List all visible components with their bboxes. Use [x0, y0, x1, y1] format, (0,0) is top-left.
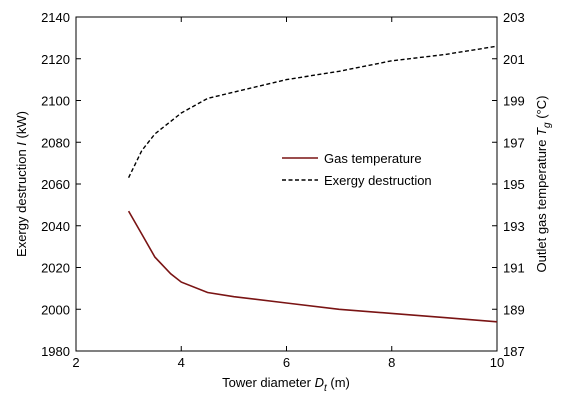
legend-label-exergy-destruction: Exergy destruction: [324, 173, 432, 188]
y-left-tick-label: 2080: [41, 135, 70, 150]
ticks-layer: 2 4 6 8 10 1980 2000 2020 2040 2060 2080 2100 2120 21…: [41, 10, 525, 370]
y-left-tick-label: 2120: [41, 52, 70, 67]
y-right-axis-title-symbol: T: [534, 127, 549, 136]
y-right-axis-title-subscript: g: [542, 122, 553, 128]
y-right-tick-label: 201: [503, 52, 525, 67]
y-right-axis-title-unit: (°C): [534, 96, 549, 123]
y-right-tick-label: 193: [503, 219, 525, 234]
x-axis-title: Tower diameter Dt (m): [222, 375, 350, 394]
y-right-tick-label: 195: [503, 177, 525, 192]
y-left-tick-label: 2040: [41, 219, 70, 234]
x-axis-title-symbol: D: [315, 375, 324, 390]
y-right-tick-label: 199: [503, 94, 525, 109]
y-right-tick-label: 197: [503, 135, 525, 150]
x-tick-label: 2: [72, 355, 79, 370]
x-tick-label: 4: [178, 355, 185, 370]
y-right-axis-title: Outlet gas temperature Tg (°C): [534, 96, 553, 273]
legend: Gas temperature Exergy destruction: [282, 151, 432, 188]
x-axis-title-text: Tower diameter: [222, 375, 314, 390]
y-right-tick-label: 189: [503, 302, 525, 317]
y-right-tick-label: 191: [503, 261, 525, 276]
y-left-axis-title-unit: (kW): [14, 111, 29, 142]
series-line-exergy-destruction: [127, 45, 498, 179]
y-left-tick-label: 1980: [41, 344, 70, 359]
x-axis-title-unit: (m): [327, 375, 350, 390]
y-left-axis-title-symbol: I: [14, 142, 29, 146]
series-line-gas-temperature: [127, 210, 498, 323]
y-left-tick-label: 2020: [41, 261, 70, 276]
y-left-tick-label: 2140: [41, 10, 70, 25]
y-left-axis-title: Exergy destruction I (kW): [14, 111, 29, 257]
x-tick-label: 8: [388, 355, 395, 370]
y-right-tick-label: 203: [503, 10, 525, 25]
y-left-tick-label: 2100: [41, 94, 70, 109]
x-axis-title-subscript: t: [324, 383, 328, 394]
y-left-axis-title-text: Exergy destruction: [14, 146, 29, 257]
y-right-axis-title-text: Outlet gas temperature: [534, 136, 549, 273]
y-right-tick-label: 187: [503, 344, 525, 359]
plot-frame: [75, 16, 498, 352]
legend-label-gas-temperature: Gas temperature: [324, 151, 422, 166]
x-tick-label: 6: [283, 355, 290, 370]
series-layer: [127, 45, 498, 323]
y-left-tick-label: 2000: [41, 302, 70, 317]
y-left-tick-label: 2060: [41, 177, 70, 192]
x-tick-label: 10: [490, 355, 504, 370]
